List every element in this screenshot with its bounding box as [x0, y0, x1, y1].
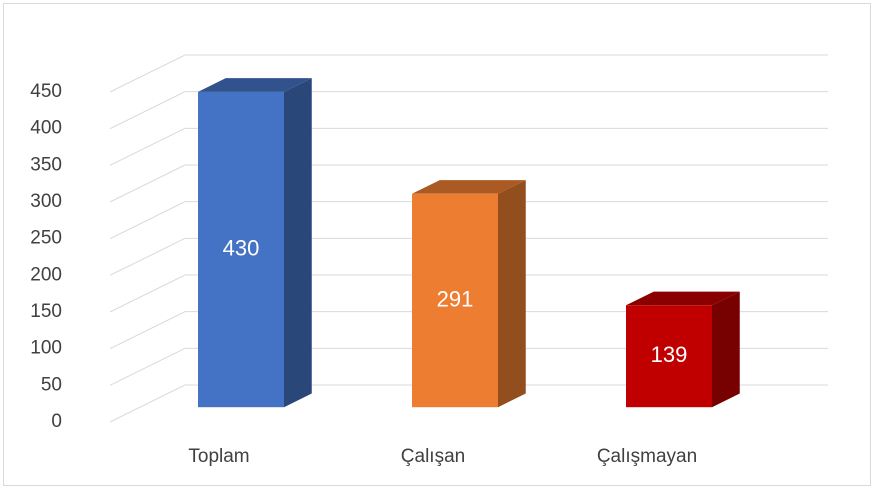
bar-front	[626, 305, 712, 408]
data-label: 139	[651, 342, 688, 367]
y-tick-label: 450	[30, 81, 62, 102]
grid-line	[109, 91, 828, 130]
x-tick-label: Çalışmayan	[597, 446, 697, 467]
bar-side	[712, 291, 740, 408]
x-tick-label: Çalışan	[401, 446, 465, 467]
bar-front	[412, 193, 498, 408]
y-tick-label: 350	[30, 154, 62, 175]
y-tick-label: 50	[41, 374, 62, 395]
y-tick-label: 250	[30, 228, 62, 249]
data-label: 430	[223, 235, 260, 260]
bar-side	[284, 78, 312, 408]
bar	[198, 78, 312, 408]
bar-front	[198, 91, 284, 408]
bar-side	[498, 180, 526, 408]
bar	[626, 291, 740, 408]
y-tick-label: 400	[30, 118, 62, 139]
y-tick-label: 300	[30, 191, 62, 212]
y-tick-label: 200	[30, 264, 62, 285]
grid-line	[109, 274, 828, 313]
grid-line	[109, 164, 828, 203]
bar-top	[412, 180, 526, 194]
bar-top	[198, 78, 312, 92]
grid-line	[109, 311, 828, 350]
grid-line	[109, 237, 828, 276]
bar-top	[626, 291, 740, 306]
y-tick-label: 150	[30, 301, 62, 322]
grid-line	[109, 384, 828, 423]
grid-line	[109, 201, 828, 240]
grid-line	[109, 127, 828, 166]
x-tick-label: Toplam	[188, 446, 249, 467]
grid-line	[109, 347, 828, 386]
data-label: 291	[437, 286, 474, 311]
bar	[412, 180, 526, 408]
y-tick-label: 0	[51, 411, 62, 432]
y-tick-label: 100	[30, 338, 62, 359]
grid-line	[109, 54, 828, 93]
